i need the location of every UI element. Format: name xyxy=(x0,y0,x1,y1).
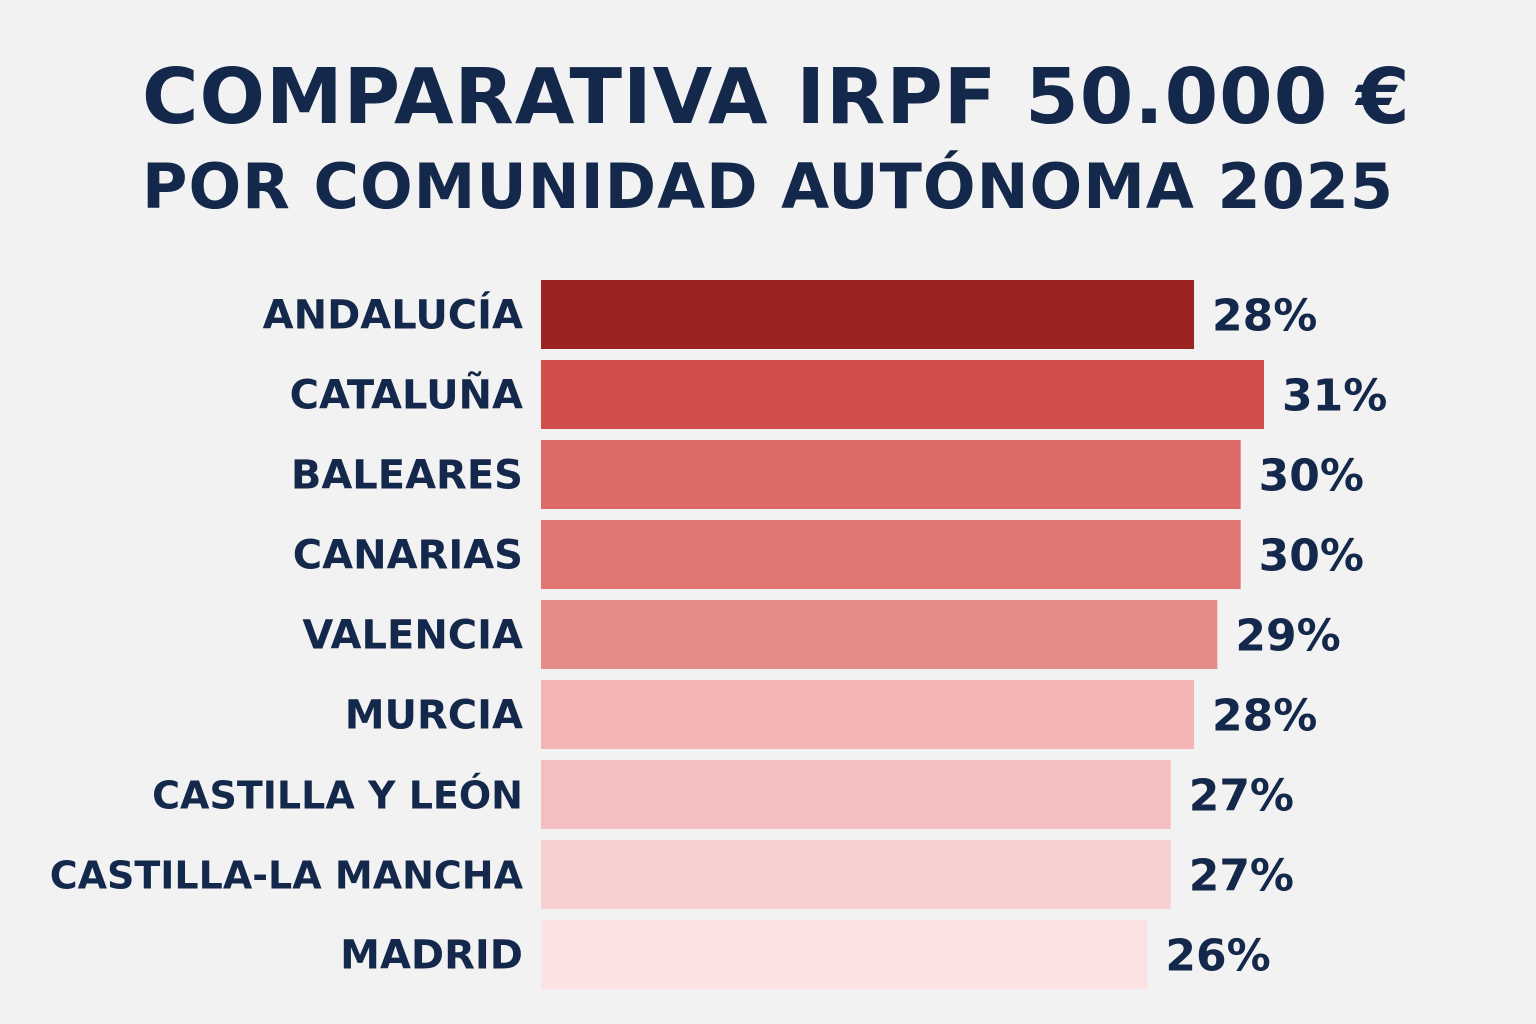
value-label: 29% xyxy=(1235,611,1340,662)
bar-row: MADRID 26% xyxy=(340,920,1271,989)
bar xyxy=(541,840,1171,909)
value-label: 27% xyxy=(1189,771,1294,822)
bar xyxy=(541,520,1241,589)
title-block: COMPARATIVA IRPF 50.000 € POR COMUNIDAD … xyxy=(142,50,1411,228)
value-label: 28% xyxy=(1212,291,1317,342)
bar-row: VALENCIA 29% xyxy=(302,600,1341,669)
bar-row: ANDALUCÍA 28% xyxy=(263,280,1317,349)
bar-row: CANARIAS 30% xyxy=(293,520,1364,589)
category-label: ANDALUCÍA xyxy=(263,291,523,339)
category-label: CANARIAS xyxy=(293,533,523,579)
category-label: CASTILLA Y LEÓN xyxy=(152,774,523,818)
bar-row: CASTILLA-LA MANCHA 27% xyxy=(50,840,1294,909)
chart-title: COMPARATIVA IRPF 50.000 € xyxy=(142,53,1411,142)
category-label: VALENCIA xyxy=(302,613,523,659)
value-label: 31% xyxy=(1282,371,1387,422)
bar xyxy=(541,920,1148,989)
bar xyxy=(541,760,1171,829)
value-label: 26% xyxy=(1165,931,1270,982)
bar-row: CATALUÑA 31% xyxy=(290,360,1387,429)
bar xyxy=(541,680,1195,749)
value-label: 30% xyxy=(1259,531,1364,582)
category-label: MADRID xyxy=(340,933,523,979)
bar-row: MURCIA 28% xyxy=(345,680,1317,749)
bar-row: CASTILLA Y LEÓN 27% xyxy=(152,760,1294,829)
category-label: CATALUÑA xyxy=(290,371,523,419)
value-label: 30% xyxy=(1259,451,1364,502)
category-label: CASTILLA-LA MANCHA xyxy=(50,854,524,898)
bar-row: BALEARES 30% xyxy=(291,440,1364,509)
value-label: 27% xyxy=(1189,851,1294,902)
category-label: MURCIA xyxy=(345,693,523,739)
bar xyxy=(541,600,1218,669)
bar xyxy=(541,360,1264,429)
category-label: BALEARES xyxy=(291,453,523,499)
bar xyxy=(541,280,1195,349)
value-label: 28% xyxy=(1212,691,1317,742)
chart-subtitle: POR COMUNIDAD AUTÓNOMA 2025 xyxy=(142,150,1395,223)
bar xyxy=(541,440,1241,509)
